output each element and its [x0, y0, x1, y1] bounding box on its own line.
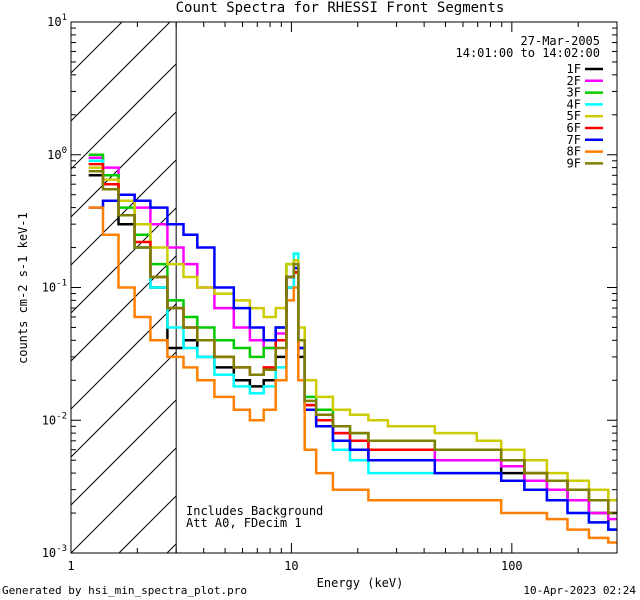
y-tick-label: 10-3: [42, 544, 67, 560]
legend-label: 2F: [567, 74, 581, 88]
hatch-line: [70, 159, 177, 266]
hatch-line: [70, 111, 177, 218]
legend-label: 7F: [567, 133, 581, 147]
hatch-line: [70, 303, 177, 410]
hatch-line: [70, 351, 177, 458]
observation-date: 27-Mar-2005: [520, 34, 600, 48]
legend-label: 1F: [567, 62, 581, 76]
x-tick-label: 100: [501, 559, 523, 573]
hatch-line: [70, 21, 123, 74]
hatch-line: [166, 543, 177, 554]
y-tick-label: 10-2: [42, 411, 67, 427]
hatch-line: [118, 495, 177, 554]
note-attenuator: Att A0, FDecim 1: [186, 516, 302, 530]
x-tick-label: 10: [284, 559, 298, 573]
y-tick-label: 10-1: [42, 279, 67, 295]
hatch-line: [70, 447, 177, 554]
y-axis-label: counts cm-2 s-1 keV-1: [16, 212, 30, 364]
series-line-8f: [88, 206, 617, 544]
excluded-region-hatch: [70, 21, 177, 554]
series-line-9f: [88, 170, 617, 515]
hatch-line: [70, 21, 171, 122]
y-tick-label: 100: [47, 146, 67, 162]
legend-label: 4F: [567, 97, 581, 111]
legend-label: 5F: [567, 109, 581, 123]
footer-generator: Generated by hsi_min_spectra_plot.pro: [2, 584, 248, 597]
hatch-line: [70, 255, 177, 362]
legend-label: 8F: [567, 145, 581, 159]
legend-label: 9F: [567, 156, 581, 170]
hatch-line: [70, 63, 177, 170]
legend-label: 6F: [567, 121, 581, 135]
series-line-5f: [88, 166, 617, 502]
footer-timestamp: 10-Apr-2023 02:24: [523, 584, 636, 597]
x-tick-label: 1: [67, 559, 74, 573]
axis-ticks: [70, 22, 618, 554]
note-background: Includes Background: [186, 504, 324, 518]
y-tick-label: 101: [47, 13, 67, 29]
legend-label: 3F: [567, 86, 581, 100]
time-range: 14:01:00 to 14:02:00: [455, 46, 601, 60]
chart-title: Count Spectra for RHESSI Front Segments: [175, 0, 505, 16]
hatch-line: [70, 399, 177, 506]
x-axis-label: Energy (keV): [316, 576, 404, 590]
